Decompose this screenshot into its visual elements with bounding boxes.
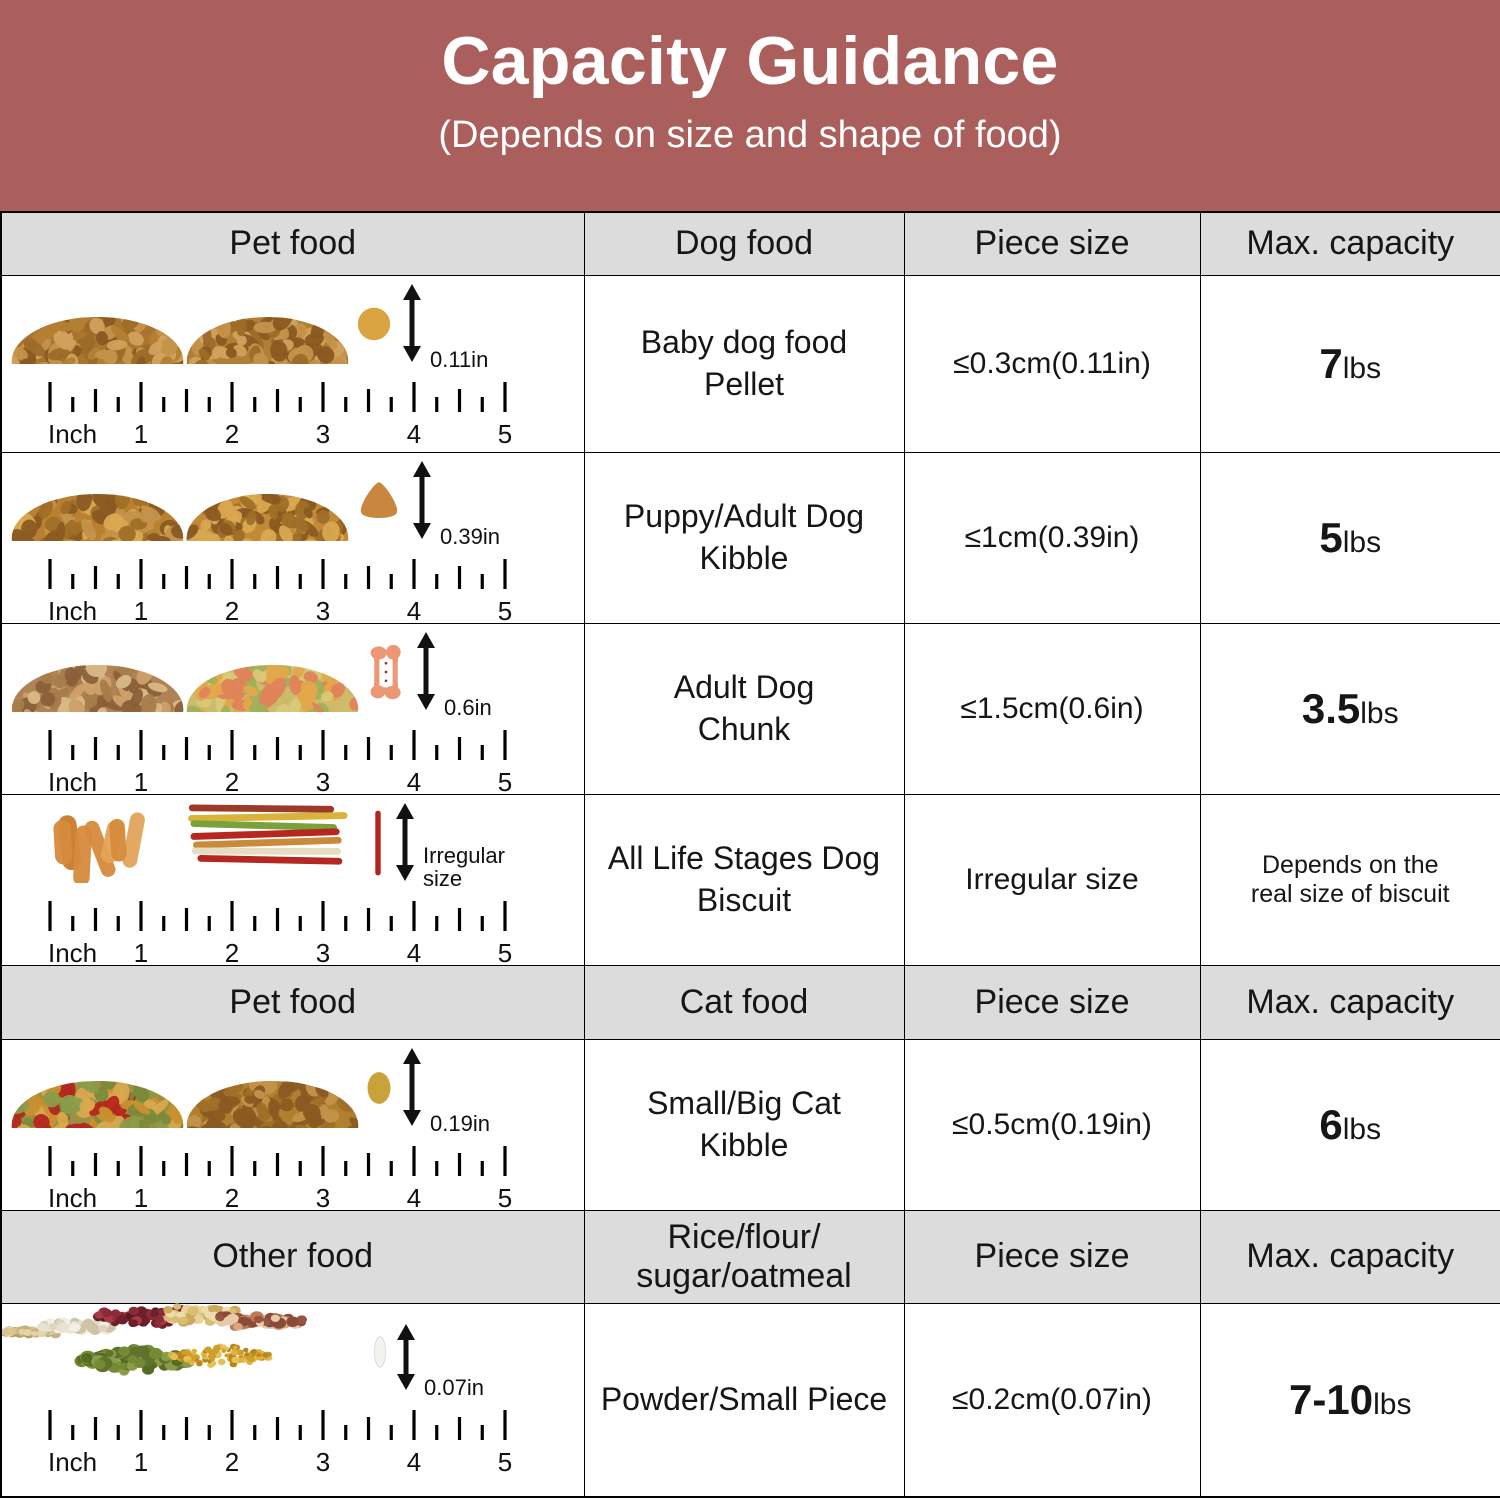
svg-text:3: 3	[316, 1447, 330, 1474]
svg-text:1: 1	[134, 938, 148, 965]
svg-text:5: 5	[498, 767, 512, 794]
svg-text:Inch: Inch	[48, 1183, 97, 1210]
svg-text:4: 4	[407, 596, 421, 623]
svg-text:2: 2	[225, 419, 239, 446]
svg-text:1: 1	[134, 1447, 148, 1474]
svg-text:1: 1	[134, 1183, 148, 1210]
svg-text:5: 5	[498, 1183, 512, 1210]
svg-text:4: 4	[407, 767, 421, 794]
svg-text:5: 5	[498, 1447, 512, 1474]
svg-text:4: 4	[407, 1447, 421, 1474]
svg-text:4: 4	[407, 1183, 421, 1210]
svg-text:2: 2	[225, 1183, 239, 1210]
svg-text:2: 2	[225, 938, 239, 965]
svg-text:5: 5	[498, 596, 512, 623]
svg-text:Inch: Inch	[48, 938, 97, 965]
svg-text:4: 4	[407, 419, 421, 446]
svg-text:3: 3	[316, 419, 330, 446]
svg-text:3: 3	[316, 938, 330, 965]
svg-text:4: 4	[407, 938, 421, 965]
svg-text:Inch: Inch	[48, 1447, 97, 1474]
svg-text:5: 5	[498, 419, 512, 446]
svg-text:5: 5	[498, 938, 512, 965]
svg-text:Inch: Inch	[48, 419, 97, 446]
svg-text:3: 3	[316, 1183, 330, 1210]
svg-text:2: 2	[225, 1447, 239, 1474]
svg-text:1: 1	[134, 419, 148, 446]
